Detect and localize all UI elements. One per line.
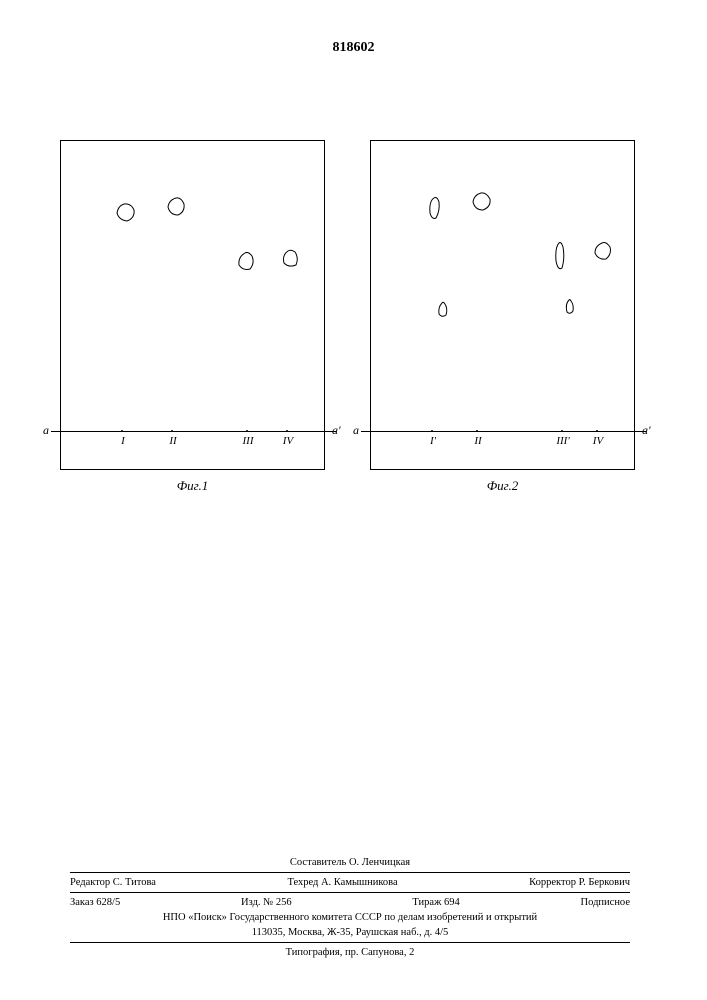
tick-label: IV (588, 435, 608, 447)
tick (121, 430, 123, 432)
chromatography-spot (426, 196, 448, 231)
baseline-label-left: a (353, 423, 359, 438)
tick (246, 430, 248, 432)
chromatography-spot (471, 191, 493, 226)
chromatography-spot (236, 251, 258, 286)
tick-label: III' (553, 435, 573, 447)
tick (596, 430, 598, 432)
baseline-label-right: a' (332, 423, 341, 438)
figure: aa'IIIIIIIVФиг.1 (60, 140, 325, 494)
corrector: Корректор Р. Беркович (529, 877, 630, 888)
tick (286, 430, 288, 432)
typography: Типография, пр. Сапунова, 2 (70, 945, 630, 960)
chromatography-spot (593, 241, 615, 276)
divider (70, 872, 630, 873)
tick-label: I' (423, 435, 443, 447)
tick-label: II (468, 435, 488, 447)
tick-label: III (238, 435, 258, 447)
figure-caption: Фиг.2 (370, 478, 635, 494)
chromatography-spot (281, 249, 303, 284)
tick-label: IV (278, 435, 298, 447)
figure-caption: Фиг.1 (60, 478, 325, 494)
subscription: Подписное (581, 897, 630, 908)
tick (171, 430, 173, 432)
edition: Изд. № 256 (241, 897, 292, 908)
footer: Составитель О. Ленчицкая Редактор С. Тит… (70, 855, 630, 960)
baseline (361, 431, 646, 432)
order: Заказ 628/5 (70, 897, 120, 908)
baseline-label-right: a' (642, 423, 651, 438)
chromatography-spot (551, 241, 573, 276)
compiler: Составитель О. Ленчицкая (70, 855, 630, 870)
baseline (51, 431, 336, 432)
tick-label: I (113, 435, 133, 447)
divider (70, 892, 630, 893)
org-line1: НПО «Поиск» Государственного комитета СС… (70, 910, 630, 925)
editor: Редактор С. Титова (70, 877, 156, 888)
figure-box: aa'IIIIIIIV (60, 140, 325, 470)
circulation: Тираж 694 (412, 897, 459, 908)
chromatography-spot (116, 201, 138, 236)
tick (561, 430, 563, 432)
tick (476, 430, 478, 432)
figures-container: aa'IIIIIIIVФиг.1aa'I'IIIII'IVФиг.2 (60, 140, 660, 520)
techred: Техред А. Камышникова (287, 877, 397, 888)
tick-label: II (163, 435, 183, 447)
divider (70, 942, 630, 943)
chromatography-spot (436, 301, 458, 336)
org-line2: 113035, Москва, Ж-35, Раушская наб., д. … (70, 925, 630, 940)
baseline-label-left: a (43, 423, 49, 438)
figure: aa'I'IIIII'IVФиг.2 (370, 140, 635, 494)
chromatography-spot (563, 299, 585, 334)
page-number: 818602 (333, 40, 375, 56)
chromatography-spot (166, 196, 188, 231)
figure-box: aa'I'IIIII'IV (370, 140, 635, 470)
tick (431, 430, 433, 432)
